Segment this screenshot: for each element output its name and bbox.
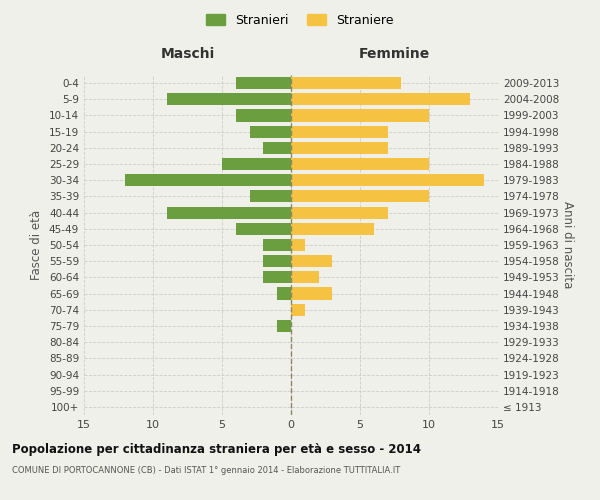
Bar bbox=[291, 239, 305, 251]
Bar bbox=[236, 222, 291, 235]
Bar bbox=[125, 174, 291, 186]
Bar bbox=[291, 77, 401, 89]
Bar bbox=[222, 158, 291, 170]
Bar bbox=[291, 110, 429, 122]
Bar bbox=[236, 77, 291, 89]
Y-axis label: Anni di nascita: Anni di nascita bbox=[560, 202, 574, 288]
Bar bbox=[236, 110, 291, 122]
Bar bbox=[291, 174, 484, 186]
Text: Femmine: Femmine bbox=[359, 48, 430, 62]
Bar bbox=[250, 126, 291, 138]
Bar bbox=[263, 239, 291, 251]
Y-axis label: Fasce di età: Fasce di età bbox=[31, 210, 43, 280]
Bar bbox=[250, 190, 291, 202]
Text: Popolazione per cittadinanza straniera per età e sesso - 2014: Popolazione per cittadinanza straniera p… bbox=[12, 442, 421, 456]
Bar bbox=[167, 93, 291, 106]
Bar bbox=[277, 288, 291, 300]
Bar bbox=[291, 126, 388, 138]
Bar bbox=[291, 222, 374, 235]
Bar bbox=[291, 272, 319, 283]
Text: COMUNE DI PORTOCANNONE (CB) - Dati ISTAT 1° gennaio 2014 - Elaborazione TUTTITAL: COMUNE DI PORTOCANNONE (CB) - Dati ISTAT… bbox=[12, 466, 400, 475]
Text: Maschi: Maschi bbox=[160, 48, 215, 62]
Bar bbox=[263, 272, 291, 283]
Bar bbox=[291, 190, 429, 202]
Legend: Stranieri, Straniere: Stranieri, Straniere bbox=[206, 14, 394, 26]
Bar bbox=[167, 206, 291, 218]
Bar bbox=[263, 142, 291, 154]
Bar bbox=[291, 255, 332, 268]
Bar bbox=[263, 255, 291, 268]
Bar bbox=[291, 304, 305, 316]
Bar bbox=[291, 288, 332, 300]
Bar bbox=[291, 142, 388, 154]
Bar bbox=[291, 93, 470, 106]
Bar bbox=[291, 206, 388, 218]
Bar bbox=[291, 158, 429, 170]
Bar bbox=[277, 320, 291, 332]
